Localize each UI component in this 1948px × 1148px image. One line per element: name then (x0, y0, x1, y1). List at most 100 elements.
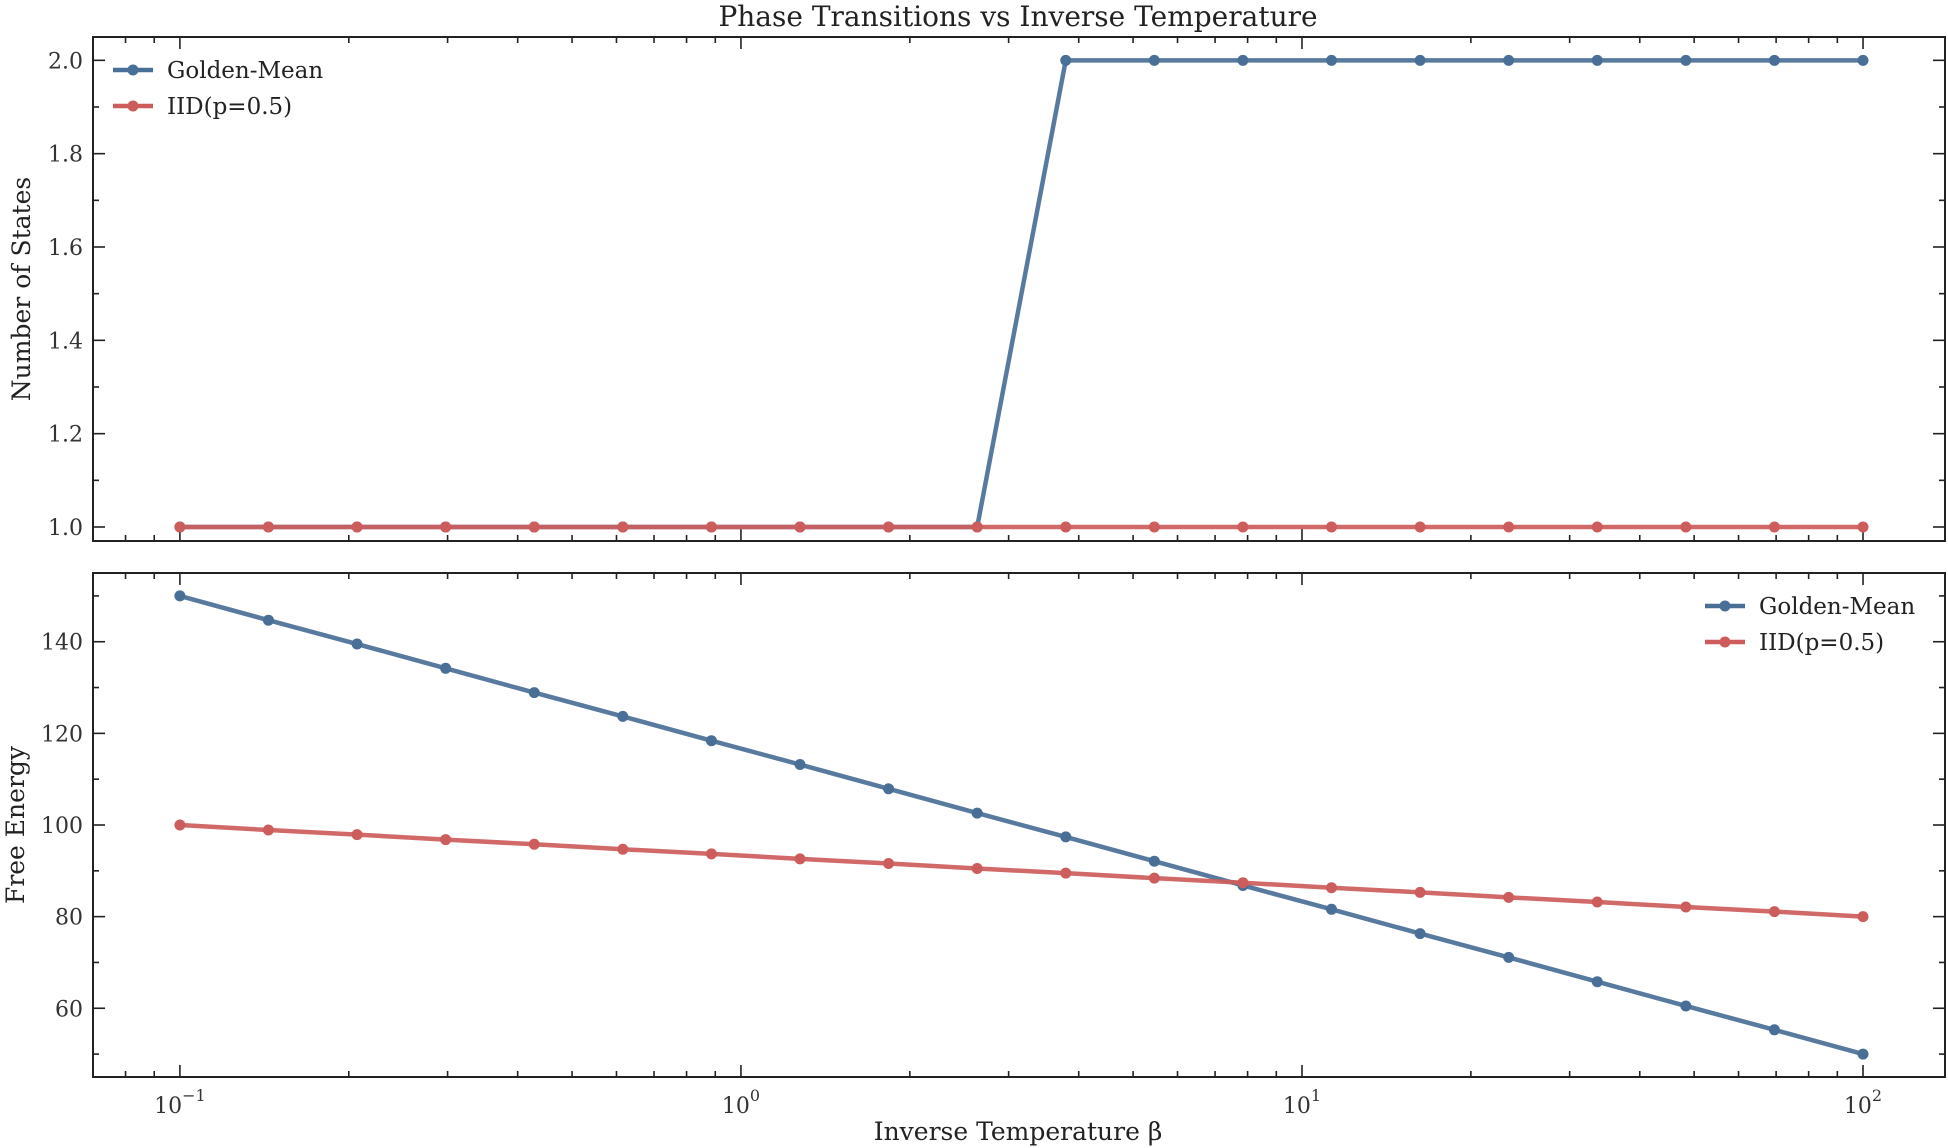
data-point-iid (351, 829, 363, 841)
data-point-iid (1503, 891, 1515, 903)
data-point-golden-mean (1768, 54, 1780, 66)
y-tick-label: 60 (55, 997, 83, 1022)
data-point-iid (1768, 521, 1780, 533)
data-point-golden-mean (1503, 54, 1515, 66)
data-point-iid (1680, 521, 1692, 533)
y-tick-label: 1.6 (48, 236, 83, 261)
data-point-iid (1237, 877, 1249, 889)
legend-label: Golden-Mean (167, 58, 323, 84)
legend-marker (127, 100, 139, 112)
y-axis-label: Number of States (7, 177, 36, 401)
y-axis-label: Free Energy (1, 745, 30, 904)
data-point-golden-mean (1503, 951, 1515, 963)
x-axis-label: Inverse Temperature β (874, 1117, 1163, 1146)
data-point-iid (174, 521, 186, 533)
data-point-golden-mean (1857, 1048, 1869, 1060)
y-tick-label: 120 (41, 722, 83, 747)
data-point-golden-mean (971, 807, 983, 819)
data-point-iid (883, 521, 895, 533)
data-point-iid (262, 824, 274, 836)
data-point-golden-mean (617, 710, 629, 722)
data-point-golden-mean (1148, 855, 1160, 867)
data-point-golden-mean (794, 759, 806, 771)
data-point-iid (1414, 886, 1426, 898)
legend-marker (1719, 636, 1731, 648)
legend-label: IID(p=0.5) (167, 94, 292, 120)
data-point-golden-mean (1414, 928, 1426, 940)
data-point-iid (440, 834, 452, 846)
data-point-golden-mean (174, 590, 186, 602)
data-point-golden-mean (1148, 54, 1160, 66)
data-point-golden-mean (1325, 54, 1337, 66)
data-point-golden-mean (1591, 976, 1603, 988)
y-tick-label: 100 (41, 814, 83, 839)
data-point-golden-mean (1680, 54, 1692, 66)
data-point-iid (1680, 901, 1692, 913)
legend-label: Golden-Mean (1759, 594, 1915, 620)
x-tick-label: 102 (1844, 1086, 1882, 1119)
bottom-panel-free-energy: 10−1 100 101 102 60 80 100 120 140 Free Energy Gol… (1, 572, 1946, 1119)
plot-frame (92, 36, 1946, 542)
figure-title: Phase Transitions vs Inverse Temperature (718, 0, 1317, 33)
data-point-golden-mean (705, 735, 717, 747)
data-point-iid (794, 521, 806, 533)
data-point-golden-mean (1680, 1000, 1692, 1012)
series-line-golden-mean (179, 593, 1864, 1057)
top-panel-number-of-states: 1.0 1.2 1.4 1.6 1.8 2.0 Number of States Golden… (7, 36, 1946, 542)
data-point-iid (971, 521, 983, 533)
data-point-golden-mean (1768, 1024, 1780, 1036)
data-point-golden-mean (440, 662, 452, 674)
data-point-iid (617, 843, 629, 855)
legend: Golden-Mean IID(p=0.5) (1705, 594, 1915, 656)
data-point-golden-mean (262, 614, 274, 626)
data-point-iid (174, 819, 186, 831)
data-point-iid (1414, 521, 1426, 533)
data-point-iid (1325, 882, 1337, 894)
data-point-iid (1503, 521, 1515, 533)
legend-label: IID(p=0.5) (1759, 630, 1884, 656)
data-point-golden-mean (1857, 54, 1869, 66)
y-tick-label: 80 (55, 906, 83, 931)
data-point-golden-mean (1414, 54, 1426, 66)
data-point-iid (1148, 521, 1160, 533)
data-point-iid (705, 848, 717, 860)
x-tick-label: 10−1 (154, 1086, 206, 1119)
data-point-iid (528, 521, 540, 533)
data-point-iid (971, 863, 983, 875)
data-point-iid (1857, 911, 1869, 923)
x-tick-label: 101 (1283, 1086, 1321, 1119)
legend-marker (127, 64, 139, 76)
data-point-golden-mean (1237, 54, 1249, 66)
x-tick-label: 100 (722, 1086, 760, 1119)
y-tick-label: 2.0 (48, 49, 83, 74)
data-point-iid (440, 521, 452, 533)
data-point-golden-mean (1325, 903, 1337, 915)
series-line-golden-mean (179, 58, 1864, 530)
series-line-iid (179, 822, 1864, 919)
legend-marker (1719, 600, 1731, 612)
data-point-iid (1325, 521, 1337, 533)
y-tick-label: 1.2 (48, 423, 83, 448)
data-point-iid (1060, 867, 1072, 879)
data-point-golden-mean (1060, 831, 1072, 843)
data-point-golden-mean (883, 783, 895, 795)
legend: Golden-Mean IID(p=0.5) (113, 58, 323, 120)
data-point-golden-mean (1591, 54, 1603, 66)
data-point-iid (1237, 521, 1249, 533)
y-tick-label: 1.4 (48, 329, 83, 354)
data-point-iid (1060, 521, 1072, 533)
y-tick-label: 1.8 (48, 143, 83, 168)
y-tick-label: 140 (41, 631, 83, 656)
data-point-golden-mean (528, 687, 540, 699)
data-point-iid (1591, 521, 1603, 533)
data-point-iid (1768, 906, 1780, 918)
data-point-iid (617, 521, 629, 533)
data-point-iid (351, 521, 363, 533)
data-point-golden-mean (351, 638, 363, 650)
data-point-iid (1148, 872, 1160, 884)
data-point-iid (794, 853, 806, 865)
data-point-iid (705, 521, 717, 533)
data-point-iid (262, 521, 274, 533)
data-point-iid (883, 857, 895, 869)
